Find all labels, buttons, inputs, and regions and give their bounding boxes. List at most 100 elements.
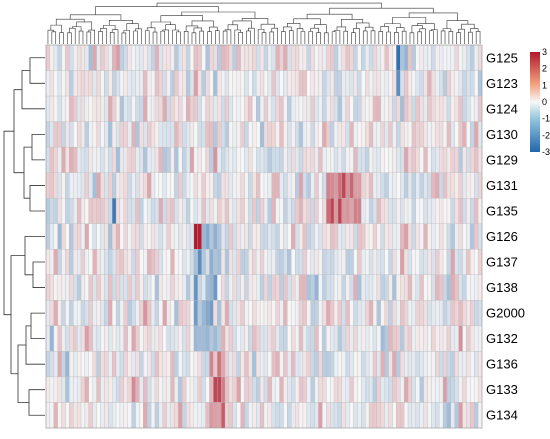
heatmap-cell: [240, 198, 245, 224]
heatmap-cell: [372, 300, 378, 327]
heatmap-cell: [259, 376, 265, 403]
heatmap-cell: [341, 44, 346, 71]
heatmap-cell: [353, 95, 358, 122]
heatmap-cell: [337, 223, 342, 250]
heatmap-cell: [221, 351, 226, 378]
heatmap-cell: [357, 376, 362, 403]
heatmap-cell: [174, 249, 179, 275]
heatmap-cell: [69, 376, 74, 403]
dendrogram-branch: [111, 29, 119, 44]
heatmap-cell: [302, 172, 307, 199]
heatmap-cell: [224, 325, 230, 352]
heatmap-cell: [396, 325, 401, 352]
heatmap-cell: [388, 325, 393, 352]
heatmap-cell: [80, 146, 86, 173]
heatmap-cell: [384, 146, 389, 173]
heatmap-cell: [477, 351, 483, 378]
heatmap-cell: [217, 300, 222, 327]
heatmap-cell: [224, 351, 230, 378]
heatmap-cell: [213, 249, 218, 275]
heatmap-cell: [61, 325, 66, 352]
heatmap-cell: [439, 146, 444, 173]
heatmap-cell: [462, 249, 467, 275]
heatmap-cell: [139, 44, 144, 71]
heatmap-cell: [252, 223, 257, 250]
heatmap-cell: [415, 172, 420, 199]
heatmap-cell: [100, 172, 105, 199]
heatmap-cell: [135, 351, 140, 378]
heatmap-cell: [236, 121, 241, 148]
heatmap-cell: [446, 95, 451, 122]
heatmap-cell: [442, 300, 448, 327]
heatmap-cell: [403, 402, 409, 429]
heatmap-cell: [162, 95, 167, 122]
heatmap-cell: [341, 121, 346, 148]
heatmap-cell: [411, 146, 416, 173]
heatmap-cell: [419, 146, 424, 173]
heatmap-cell: [119, 95, 124, 122]
heatmap-cell: [400, 274, 405, 301]
heatmap-cell: [104, 172, 109, 199]
heatmap-cell: [271, 70, 276, 97]
heatmap-cell: [100, 402, 105, 429]
heatmap-cell: [368, 402, 374, 429]
dendrogram-branch: [257, 28, 265, 44]
heatmap-cell: [263, 146, 269, 173]
heatmap-cell: [244, 121, 249, 148]
heatmap-cell: [193, 376, 198, 403]
heatmap-cell: [376, 249, 381, 275]
heatmap-cell: [112, 402, 117, 429]
heatmap-cell: [263, 44, 269, 71]
heatmap-cell: [158, 44, 163, 71]
heatmap-cell: [84, 44, 89, 71]
heatmap-cell: [162, 198, 167, 224]
heatmap-cell: [158, 223, 163, 250]
heatmap-cell: [209, 325, 214, 352]
heatmap-cell: [139, 300, 144, 327]
heatmap-cell: [193, 402, 198, 429]
heatmap-cell: [205, 300, 210, 327]
heatmap-cell: [337, 300, 342, 327]
heatmap-cell: [69, 274, 74, 301]
heatmap-cell: [158, 121, 163, 148]
heatmap-cell: [298, 376, 304, 403]
heatmap-cell: [53, 223, 58, 250]
heatmap-cell: [439, 300, 444, 327]
heatmap-cell: [213, 70, 218, 97]
heatmap-cell: [322, 376, 327, 403]
dendrogram-branch: [310, 27, 319, 33]
heatmap-cell: [275, 274, 280, 301]
heatmap-cell: [470, 95, 475, 122]
heatmap-cell: [104, 146, 109, 173]
heatmap-cell: [92, 274, 97, 301]
heatmap-cell: [341, 300, 346, 327]
heatmap-cell: [283, 223, 288, 250]
heatmap-cell: [423, 376, 428, 403]
heatmap-cell: [259, 223, 265, 250]
heatmap-cell: [57, 146, 62, 173]
heatmap-cell: [65, 402, 70, 429]
heatmap-cell: [80, 70, 86, 97]
heatmap-cell: [279, 172, 284, 199]
heatmap-cell: [57, 198, 62, 224]
heatmap-cell: [403, 223, 409, 250]
heatmap-cell: [380, 300, 385, 327]
row-label: G126: [486, 229, 518, 244]
heatmap-cell: [326, 402, 331, 429]
heatmap-cell: [462, 70, 467, 97]
heatmap-cell: [326, 70, 331, 97]
heatmap-cell: [357, 351, 362, 378]
heatmap-cell: [57, 274, 62, 301]
heatmap-cell: [57, 121, 62, 148]
heatmap-cell: [139, 325, 144, 352]
heatmap-cell: [224, 198, 230, 224]
heatmap-cell: [139, 198, 144, 224]
heatmap-cell: [127, 249, 132, 275]
heatmap-cell: [213, 44, 218, 71]
heatmap-cell: [123, 146, 128, 173]
heatmap-cell: [236, 274, 241, 301]
heatmap-cell: [201, 274, 206, 301]
heatmap-cell: [314, 300, 319, 327]
heatmap-cell: [185, 198, 191, 224]
heatmap-cell: [380, 274, 385, 301]
